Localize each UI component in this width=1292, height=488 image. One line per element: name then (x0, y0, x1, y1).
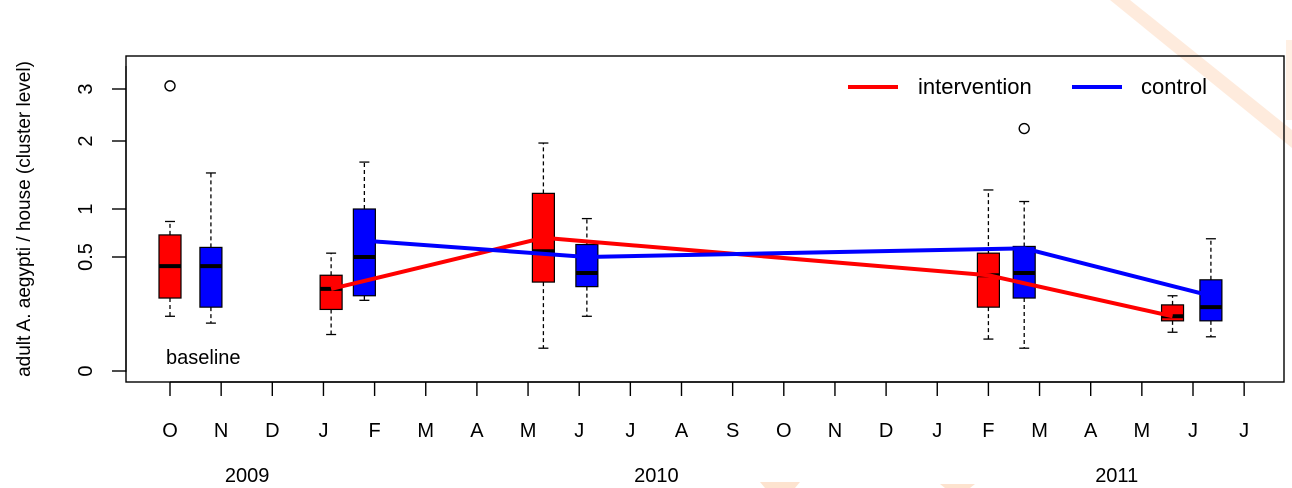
year-label: 2011 (1095, 465, 1138, 487)
y-tick-label: 2 (75, 135, 97, 146)
y-axis: 0 0.5 1 2 3 (75, 66, 127, 377)
box-intervention (319, 274, 343, 311)
x-tick-label: J (1188, 420, 1198, 442)
x-tick-label: S (726, 420, 739, 442)
x-tick-label: J (318, 420, 328, 442)
x-tick-label: D (265, 420, 279, 442)
box-control (1199, 279, 1223, 322)
x-tick-label: O (162, 420, 178, 442)
y-tick-label: 0.5 (75, 243, 97, 271)
series-lines (330, 235, 1212, 319)
x-tick-label: J (625, 420, 635, 442)
x-tick-label: N (214, 420, 228, 442)
x-axis: O N D J F M A M J J A S O N D J F M A M J J 2009 2010 2011 (162, 381, 1249, 487)
x-tick-label: A (470, 420, 484, 442)
plot-frame (125, 55, 1285, 383)
legend-label-control: control (1141, 74, 1207, 99)
box-control (352, 208, 376, 297)
x-tick-label: A (675, 420, 689, 442)
x-tick-label: M (520, 420, 537, 442)
year-label: 2009 (225, 465, 270, 487)
box-control (575, 243, 599, 288)
box-control (199, 246, 223, 308)
series-line-control (364, 238, 1212, 298)
x-tick-label: N (828, 420, 842, 442)
x-tick-label: F (368, 420, 380, 442)
y-axis-label: adult A. aegypti / house (cluster level) (14, 61, 35, 377)
box-intervention (976, 252, 1001, 308)
x-tick-label: M (1134, 420, 1151, 442)
legend: intervention control (848, 74, 1207, 99)
legend-label-intervention: intervention (918, 74, 1032, 99)
x-tick-label: O (776, 420, 792, 442)
outlier-point (164, 80, 176, 92)
year-label: 2010 (634, 465, 679, 487)
y-tick-label: 1 (75, 203, 97, 214)
series-line-intervention (330, 235, 1173, 319)
y-tick-label: 3 (75, 83, 97, 94)
x-tick-label: A (1084, 420, 1098, 442)
baseline-annotation: baseline (166, 347, 241, 369)
x-tick-label: J (932, 420, 942, 442)
x-tick-label: J (1239, 420, 1249, 442)
x-tick-label: F (982, 420, 994, 442)
x-tick-label: J (574, 420, 584, 442)
x-tick-label: M (1031, 420, 1048, 442)
plot-marks (158, 80, 1223, 349)
outlier-point (1018, 122, 1030, 135)
x-tick-label: M (417, 420, 434, 442)
x-tick-label: D (879, 420, 893, 442)
y-tick-label: 0 (75, 365, 97, 376)
